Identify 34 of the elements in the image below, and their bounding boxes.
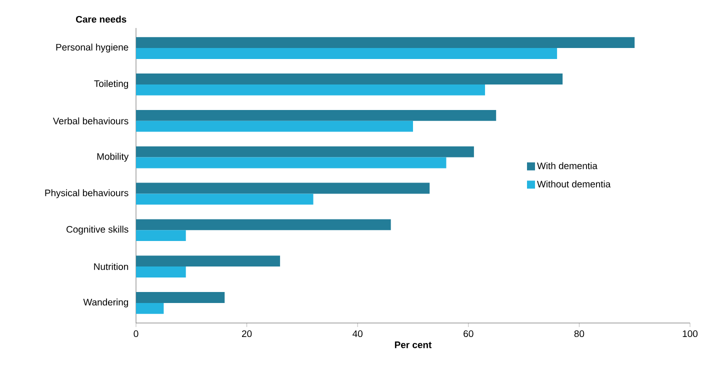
y-tick-label: Mobility [97, 152, 129, 162]
bar [136, 182, 430, 194]
y-tick-label: Personal hygiene [56, 44, 128, 52]
bar [136, 37, 635, 48]
y-tick-label: Toileting [94, 80, 128, 89]
y-tick-label: Cognitive skills [66, 226, 128, 235]
y-tick-label: Nutrition [94, 263, 128, 270]
x-tick-label: 100 [682, 330, 698, 338]
bar [136, 146, 474, 158]
x-tick-label: 0 [134, 330, 138, 338]
x-tick-label: 20 [242, 330, 252, 338]
y-tick-label: Wandering [83, 298, 128, 308]
x-axis-title: Per cent [394, 342, 432, 348]
bar [136, 256, 280, 267]
y-tick-label: Physical behaviours [45, 189, 128, 198]
bar [136, 302, 164, 314]
bar [136, 48, 558, 59]
y-axis-title: Care needs [76, 16, 126, 23]
bar [136, 84, 486, 96]
legend-label: With dementia [537, 162, 598, 170]
y-tick-label: Verbal behaviours [52, 117, 128, 124]
bar [136, 157, 446, 168]
bar [136, 120, 414, 132]
bar [136, 194, 314, 205]
bar [136, 292, 225, 303]
bar [136, 230, 186, 242]
x-tick-label: 80 [574, 330, 584, 338]
bar [136, 74, 563, 84]
bar [136, 266, 186, 278]
x-tick-label: 40 [352, 330, 362, 338]
x-tick-label: 60 [464, 330, 474, 338]
legend-label: Without dementia [537, 180, 611, 188]
bar [136, 219, 391, 230]
bar [136, 110, 496, 121]
